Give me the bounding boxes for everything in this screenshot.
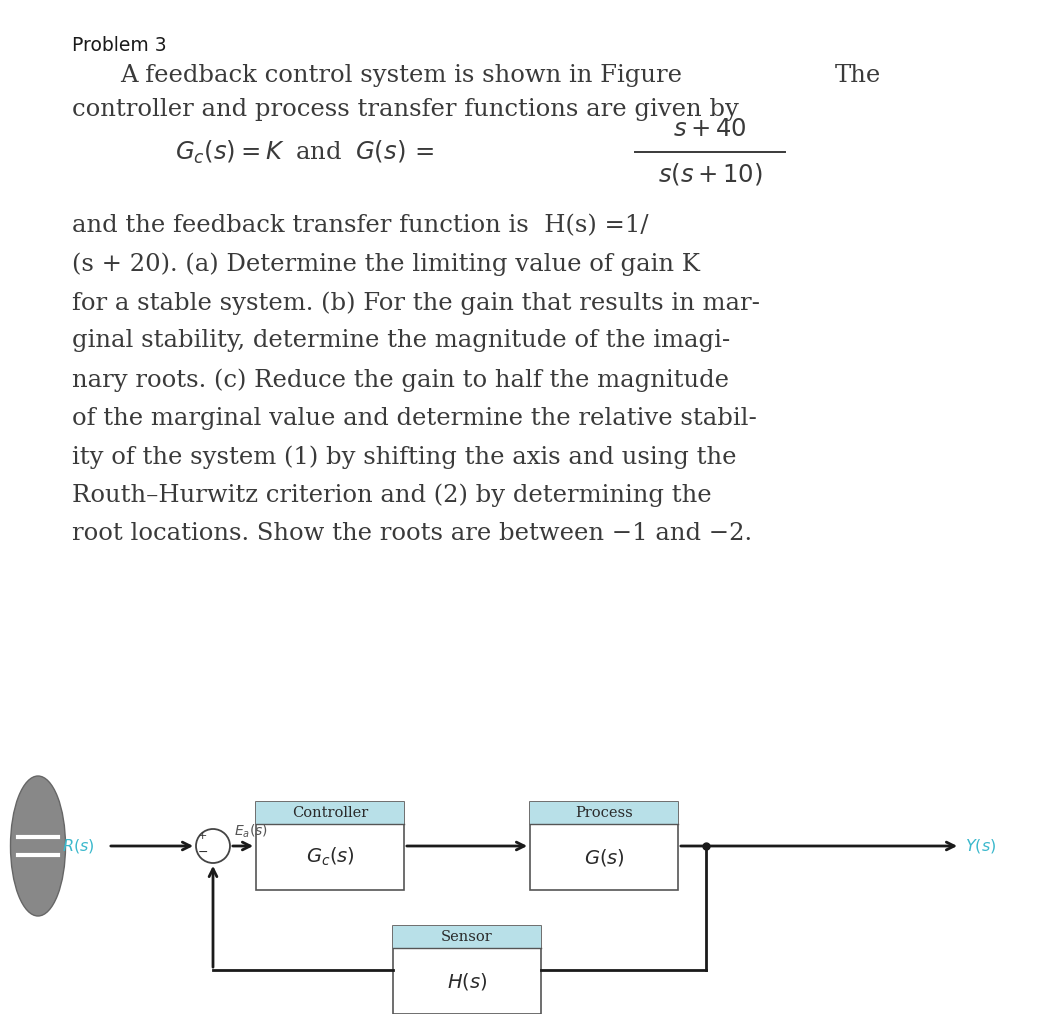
Text: of the marginal value and determine the relative stabil-: of the marginal value and determine the …	[72, 407, 757, 430]
Bar	[530, 802, 678, 824]
Bar	[256, 802, 404, 824]
Bar	[393, 926, 541, 1014]
Text: Sensor: Sensor	[441, 930, 493, 944]
Bar	[256, 802, 404, 890]
Text: $E_a(s)$: $E_a(s)$	[234, 822, 267, 840]
Text: for a stable system. (b) For the gain that results in mar-: for a stable system. (b) For the gain th…	[72, 291, 760, 314]
Bar	[393, 926, 541, 948]
Ellipse shape	[11, 776, 66, 916]
Text: nary roots. (c) Reduce the gain to half the magnitude: nary roots. (c) Reduce the gain to half …	[72, 368, 729, 391]
Text: controller and process transfer functions are given by: controller and process transfer function…	[72, 98, 739, 121]
Text: A feedback control system is shown in Figure: A feedback control system is shown in Fi…	[120, 64, 682, 87]
Text: +: +	[198, 831, 207, 841]
Text: ginal stability, determine the magnitude of the imagi-: ginal stability, determine the magnitude…	[72, 330, 730, 353]
Text: $H(s)$: $H(s)$	[447, 970, 487, 992]
Text: Process: Process	[575, 806, 633, 820]
Bar	[530, 802, 678, 890]
Text: root locations. Show the roots are between −1 and −2.: root locations. Show the roots are betwe…	[72, 522, 753, 545]
Text: Controller: Controller	[292, 806, 368, 820]
Text: $R(s)$: $R(s)$	[62, 837, 94, 855]
Text: and the feedback transfer function is  H(s) =1/: and the feedback transfer function is H(…	[72, 214, 649, 237]
Text: $G_c(s)$: $G_c(s)$	[305, 846, 354, 868]
Text: $Y(s)$: $Y(s)$	[965, 837, 997, 855]
Text: $G_c(s) = K\;$ and $\;G(s)\, =$: $G_c(s) = K\;$ and $\;G(s)\, =$	[175, 138, 434, 165]
Text: $s + 40$: $s + 40$	[673, 119, 747, 142]
Text: (s + 20). (a) Determine the limiting value of gain K: (s + 20). (a) Determine the limiting val…	[72, 252, 700, 276]
Text: −: −	[198, 846, 208, 859]
Text: $s(s + 10)$: $s(s + 10)$	[657, 161, 762, 187]
Text: ity of the system (1) by shifting the axis and using the: ity of the system (1) by shifting the ax…	[72, 445, 737, 468]
Text: The: The	[835, 64, 882, 87]
Text: $G(s)$: $G(s)$	[583, 847, 625, 868]
Text: Routh–Hurwitz criterion and (2) by determining the: Routh–Hurwitz criterion and (2) by deter…	[72, 484, 711, 507]
Text: Problem 3: Problem 3	[72, 37, 167, 55]
Circle shape	[196, 829, 230, 863]
